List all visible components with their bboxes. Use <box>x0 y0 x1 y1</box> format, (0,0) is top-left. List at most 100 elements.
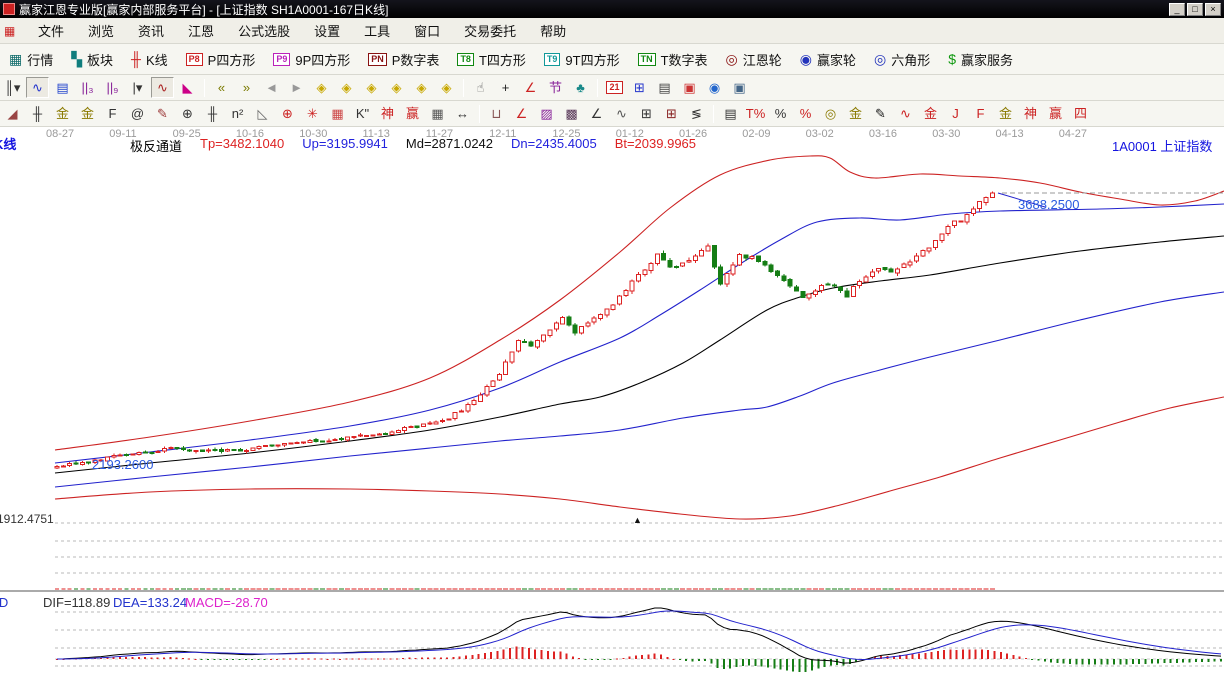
tool-icon-gann-star[interactable]: ◈ <box>410 77 433 98</box>
tool-icon-gann-expand[interactable]: ◈ <box>360 77 383 98</box>
draw-tool-icon-span-arrows[interactable]: ↔ <box>451 103 474 124</box>
menu-item[interactable]: 文件 <box>38 24 65 39</box>
close-button[interactable]: × <box>1205 2 1221 16</box>
draw-tool-icon-spider-web[interactable]: ✳ <box>301 103 324 124</box>
draw-tool-icon-brush[interactable]: ◢ <box>1 103 24 124</box>
tool-icon-hand-tool[interactable]: ☝ <box>469 77 492 98</box>
tool-icon-knot-tool[interactable]: 节 <box>544 77 567 98</box>
toolbar-button[interactable]: ◎ 六角形 <box>874 51 931 68</box>
tool-icon-gann-right[interactable]: ◈ <box>335 77 358 98</box>
tool-icon-candle-type[interactable]: |▾ <box>126 77 149 98</box>
tool-icon-gann-left[interactable]: ◈ <box>310 77 333 98</box>
toolbar-button[interactable]: T8 T四方形 <box>448 47 534 71</box>
draw-tool-icon-percent[interactable]: % <box>769 103 792 124</box>
draw-tool-icon-time-percent[interactable]: T% <box>744 103 767 124</box>
draw-tool-icon-four-angle[interactable]: 四 <box>1069 103 1092 124</box>
draw-tool-icon-gold-angle[interactable]: 金 <box>994 103 1017 124</box>
minimize-button[interactable]: _ <box>1169 2 1185 16</box>
menu-item[interactable]: 窗口 <box>414 24 441 39</box>
draw-tool-icon-shen-tool[interactable]: 神 <box>376 103 399 124</box>
tool-icon-nine-bar[interactable]: ||₉ <box>101 77 124 98</box>
menu-item[interactable]: 浏览 <box>88 24 115 39</box>
draw-tool-icon-gold-grid-1[interactable]: 金 <box>51 103 74 124</box>
draw-tool-icon-dark-box[interactable]: ▩ <box>560 103 583 124</box>
draw-tool-icon-box-fan[interactable]: ▨ <box>535 103 558 124</box>
draw-tool-icon-time-ruler[interactable]: ╫ <box>201 103 224 124</box>
draw-tool-icon-gold-red[interactable]: 金 <box>919 103 942 124</box>
draw-tool-icon-shen-angle[interactable]: 神 <box>1019 103 1042 124</box>
draw-tool-icon-list-tool[interactable]: ▤ <box>719 103 742 124</box>
tool-icon-next[interactable]: ► <box>285 77 308 98</box>
tool-icon-print[interactable]: ▣ <box>728 77 751 98</box>
draw-tool-icon-red-target[interactable]: ⊕ <box>276 103 299 124</box>
tool-icon-notes[interactable]: ▤ <box>653 77 676 98</box>
draw-tool-icon-ying-tool[interactable]: 赢 <box>401 103 424 124</box>
draw-tool-icon-grid-b[interactable]: ⊞ <box>660 103 683 124</box>
draw-tool-icon-percent-line[interactable]: % <box>794 103 817 124</box>
draw-tool-icon-gold-grid-2[interactable]: 金 <box>76 103 99 124</box>
maximize-button[interactable]: □ <box>1187 2 1203 16</box>
draw-tool-icon-red-grid[interactable]: ▦ <box>326 103 349 124</box>
draw-tool-icon-grid-a[interactable]: ⊞ <box>635 103 658 124</box>
toolbar-button[interactable]: ◎ 江恩轮 <box>725 51 782 68</box>
draw-tool-icon-marker-pen[interactable]: ✎ <box>151 103 174 124</box>
draw-tool-icon-angle-lines[interactable]: ∠ <box>585 103 608 124</box>
toolbar-button[interactable]: P9 9P四方形 <box>264 47 359 71</box>
tool-icon-prev[interactable]: ◄ <box>260 77 283 98</box>
menu-item[interactable]: 资讯 <box>138 24 165 39</box>
tool-icon-calculator[interactable]: ⊞ <box>628 77 651 98</box>
draw-tool-icon-j-angle[interactable]: J <box>944 103 967 124</box>
tool-icon-kline-window[interactable]: ∿ <box>151 77 174 98</box>
tool-icon-gann-target[interactable]: ◈ <box>435 77 458 98</box>
tool-icon-report-window[interactable]: ▤ <box>51 77 74 98</box>
draw-tool-icon-k-marks[interactable]: K" <box>351 103 374 124</box>
toolbar-button[interactable]: TN T数字表 <box>629 47 717 71</box>
menu-item[interactable]: 帮助 <box>540 24 567 39</box>
draw-tool-icon-square-of-nine[interactable]: n² <box>226 103 249 124</box>
draw-tool-icon-wave-tool[interactable]: ∿ <box>894 103 917 124</box>
draw-tool-icon-ruler-grid[interactable]: ▦ <box>426 103 449 124</box>
tool-icon-flag-chart[interactable]: ◣ <box>176 77 199 98</box>
tool-icon-trend-window[interactable]: ∿ <box>26 77 49 98</box>
tool-icon-first-page[interactable]: « <box>210 77 233 98</box>
menu-item[interactable]: 交易委托 <box>464 24 517 39</box>
draw-tool-icon-gold-lines[interactable]: 金 <box>844 103 867 124</box>
toolbar-button[interactable]: $ 赢家服务 <box>948 51 1014 68</box>
tool-icon-cloud-tool[interactable]: ♣ <box>569 77 592 98</box>
draw-tool-icon-red-fan[interactable]: ∠ <box>510 103 533 124</box>
draw-tool-icon-spiral[interactable]: @ <box>126 103 149 124</box>
toolbar-button[interactable]: ╫ K线 <box>131 51 168 68</box>
draw-tool-icon-cycle-circle[interactable]: ⊕ <box>176 103 199 124</box>
draw-tool-icon-pen[interactable]: ✎ <box>869 103 892 124</box>
toolbar-button[interactable]: P8 P四方形 <box>177 47 265 71</box>
menu-item[interactable]: 江恩 <box>188 24 215 39</box>
toolbar-button[interactable]: PN P数字表 <box>359 47 448 71</box>
tool-icon-web-export[interactable]: ◉ <box>703 77 726 98</box>
chart-canvas[interactable] <box>0 127 1224 675</box>
tool-icon-calendar[interactable]: 21 <box>603 77 626 98</box>
draw-tool-icon-zigzag[interactable]: ∿ <box>610 103 633 124</box>
tool-icon-gann-x[interactable]: ◈ <box>385 77 408 98</box>
draw-tool-icon-gold-circle[interactable]: ◎ <box>819 103 842 124</box>
chart-area[interactable]: 08-27 09-11 09-25 10-16 10-30 11-13 11-27 12-11… <box>0 127 1224 675</box>
draw-tool-icon-ying-angle[interactable]: 赢 <box>1044 103 1067 124</box>
toolbar-button[interactable]: ◉ 赢家轮 <box>799 51 857 68</box>
toolbar-button[interactable]: T9 9T四方形 <box>535 47 629 71</box>
tool-icon-last-page[interactable]: » <box>235 77 258 98</box>
draw-tool-icon-parallel-lines[interactable]: ≶ <box>685 103 708 124</box>
draw-tool-icon-box-top[interactable]: ⊔ <box>485 103 508 124</box>
draw-tool-icon-f-angle[interactable]: F <box>969 103 992 124</box>
draw-tool-icon-angle-mirror[interactable]: ◺ <box>251 103 274 124</box>
menu-item[interactable]: 公式选股 <box>238 24 291 39</box>
tool-icon-save[interactable]: ▣ <box>678 77 701 98</box>
tool-icon-three-bar[interactable]: ||₃ <box>76 77 99 98</box>
tool-icon-angle-tool[interactable]: ∠ <box>519 77 542 98</box>
draw-tool-icon-gann-fan[interactable]: ╫ <box>26 103 49 124</box>
menu-item[interactable]: 工具 <box>364 24 391 39</box>
toolbar-button[interactable]: ▦ 行情 <box>9 51 54 68</box>
draw-tool-icon-fibonacci-grid[interactable]: F <box>101 103 124 124</box>
toolbar-button[interactable]: ▚ 板块 <box>71 51 114 68</box>
tool-icon-crosshair-tool[interactable]: + <box>494 77 517 98</box>
tool-icon-kline-style-dropdown[interactable]: ║▾ <box>1 77 24 98</box>
menu-item[interactable]: 设置 <box>314 24 341 39</box>
